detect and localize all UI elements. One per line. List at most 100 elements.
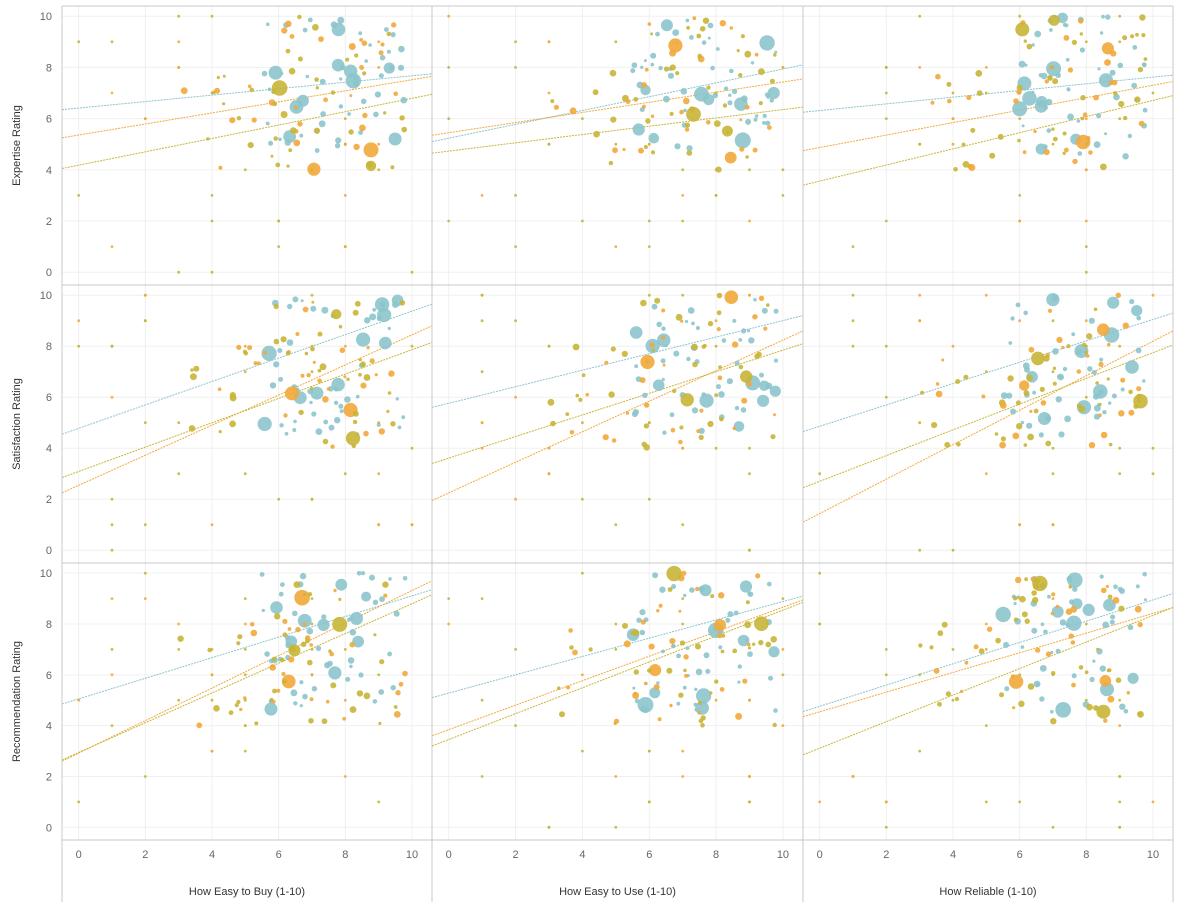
x-axis-title: How Easy to Buy (1-10) (189, 886, 305, 898)
data-point (768, 646, 780, 658)
data-point (1010, 408, 1017, 415)
data-point (243, 749, 247, 753)
data-point (285, 350, 291, 356)
data-point (1050, 709, 1054, 714)
data-point (649, 664, 662, 677)
data-point (933, 668, 940, 674)
data-point (269, 664, 277, 671)
data-point (1013, 617, 1019, 622)
data-point (650, 52, 657, 59)
data-point (744, 104, 750, 110)
data-point (514, 395, 517, 399)
data-point (547, 344, 551, 348)
data-point (222, 102, 226, 106)
data-point (995, 637, 1001, 644)
data-point (377, 673, 381, 677)
data-point (608, 160, 614, 166)
data-point (401, 126, 408, 133)
y-tick-label: 4 (46, 165, 52, 177)
data-point (384, 27, 389, 32)
data-point (257, 361, 261, 366)
data-point (177, 14, 181, 18)
data-point (1110, 50, 1117, 57)
data-point (640, 354, 655, 370)
data-point (553, 104, 560, 110)
data-point (1018, 319, 1022, 323)
data-point (694, 687, 698, 691)
data-point (686, 25, 690, 30)
data-point (1108, 401, 1112, 405)
data-point (340, 64, 346, 71)
data-point (758, 68, 765, 75)
data-point (1018, 800, 1022, 804)
data-point (684, 122, 691, 128)
data-point (668, 38, 683, 53)
data-point (717, 375, 723, 381)
data-point (656, 321, 662, 328)
data-point (1122, 153, 1129, 160)
data-point (514, 724, 517, 727)
data-point (247, 142, 254, 149)
data-point (353, 80, 360, 87)
data-point (350, 612, 363, 625)
data-point (480, 421, 484, 425)
data-point (236, 116, 242, 121)
data-point (261, 70, 268, 77)
data-point (280, 336, 287, 343)
data-point (287, 303, 293, 310)
data-point (480, 446, 484, 450)
data-point (1000, 436, 1007, 442)
gridlines (62, 6, 1173, 840)
data-point (1051, 605, 1064, 618)
data-point (363, 692, 371, 700)
data-point (356, 332, 371, 347)
data-point (261, 608, 265, 613)
data-point (758, 101, 763, 106)
data-point (1120, 377, 1126, 383)
data-point (1142, 379, 1146, 383)
data-point (310, 622, 314, 626)
data-point (1078, 18, 1084, 24)
data-point (748, 168, 751, 172)
data-point (745, 118, 752, 125)
data-point (387, 651, 392, 657)
data-point (1050, 611, 1055, 616)
data-point (1085, 135, 1091, 141)
data-point (1117, 586, 1123, 592)
data-point (410, 523, 414, 527)
data-point (1061, 345, 1065, 350)
data-point (686, 150, 693, 156)
data-point (77, 344, 81, 348)
data-point (1039, 696, 1045, 702)
data-point (315, 645, 322, 652)
data-point (1106, 342, 1111, 347)
data-point (1137, 621, 1143, 628)
data-point (355, 394, 360, 399)
data-point (321, 718, 328, 725)
data-point (766, 303, 770, 307)
data-point (647, 245, 651, 249)
data-point (698, 427, 705, 434)
data-point (399, 300, 406, 306)
data-point (1051, 446, 1055, 450)
data-point (1084, 395, 1088, 399)
data-point (713, 120, 721, 127)
data-point (772, 722, 777, 728)
data-point (884, 648, 888, 651)
y-axis-title: Expertise Rating (11, 105, 23, 186)
data-point (740, 370, 753, 383)
data-point (257, 416, 272, 432)
data-point (959, 689, 964, 694)
data-point (354, 300, 361, 307)
data-point (1052, 136, 1058, 142)
data-point (683, 668, 687, 673)
data-point (773, 708, 778, 713)
data-point (277, 348, 283, 353)
data-point (376, 315, 383, 322)
data-point (745, 155, 749, 159)
data-point (1063, 35, 1070, 41)
data-point (685, 646, 690, 650)
trend-line (61, 589, 433, 705)
data-point (1024, 63, 1028, 67)
data-point (338, 104, 344, 109)
